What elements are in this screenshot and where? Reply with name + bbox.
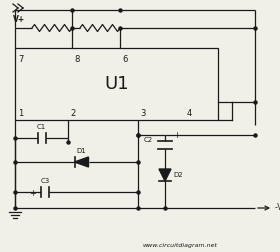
Text: C2: C2 [144, 137, 153, 143]
Text: -V out: -V out [275, 204, 280, 212]
Text: www.circuitdiagram.net: www.circuitdiagram.net [143, 242, 218, 247]
Text: 7: 7 [18, 55, 23, 64]
Text: 1: 1 [18, 109, 23, 118]
Text: D1: D1 [77, 148, 86, 154]
Bar [15, 48, 218, 120]
Text: +: + [29, 188, 36, 198]
Text: +: + [173, 131, 180, 140]
Text: V+: V+ [13, 15, 25, 24]
Text: D2: D2 [173, 172, 183, 178]
Text: 3: 3 [140, 109, 145, 118]
Text: 4: 4 [187, 109, 192, 118]
Text: 6: 6 [122, 55, 127, 64]
Text: C3: C3 [40, 178, 50, 184]
Polygon shape [159, 169, 171, 181]
Polygon shape [74, 157, 88, 167]
Text: U1: U1 [104, 75, 129, 93]
Text: C1: C1 [37, 124, 46, 130]
Text: 8: 8 [74, 55, 79, 64]
Text: 2: 2 [70, 109, 75, 118]
